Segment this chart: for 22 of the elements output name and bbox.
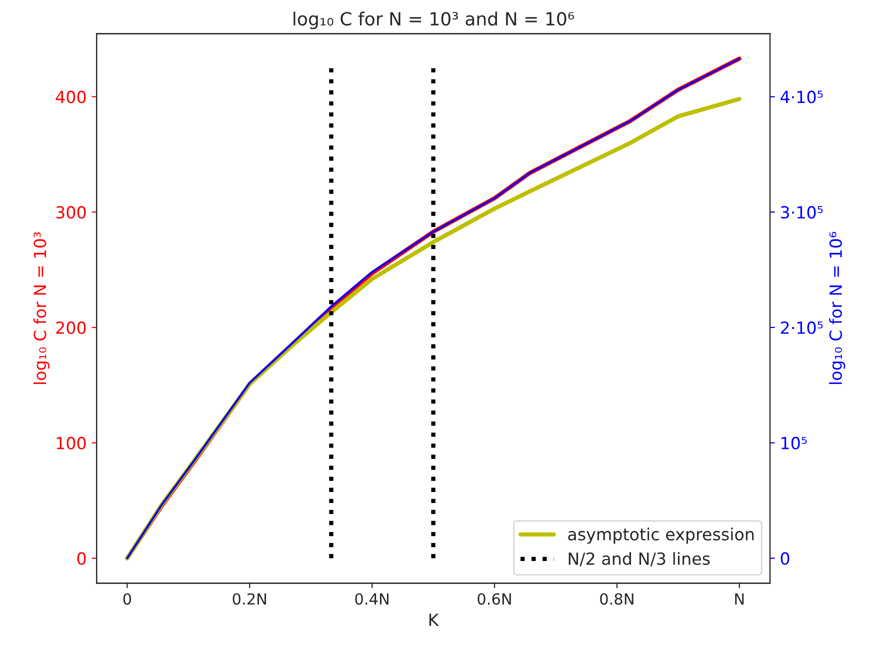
x-tick-label: 0 [123,593,132,605]
y-tick-label: 400 [56,90,86,104]
y2-tick-label: 10⁵ [782,436,807,450]
y-tick-label: 0 [77,552,86,565]
y-axis-title: log₁₀ C for N = 10³ [33,232,50,384]
x-tick-label: 0.6N [478,593,511,605]
x-tick-label: 0.4N [355,593,388,605]
legend-label: asymptotic expression [568,528,754,544]
y2-tick-label: 2·10⁵ [780,321,823,334]
y2-axis-title: log₁₀ C for N = 10⁶ [829,232,846,384]
x-axis-title: K [429,614,440,626]
y-tick-label: 100 [56,436,86,450]
y2-tick-label: 4·10⁵ [780,90,823,104]
x-tick-label: 0.2N [232,593,266,605]
x-tick-label: N [735,593,744,605]
y2-tick-label: 0 [780,552,790,565]
legend-label: N/2 and N/3 lines [568,552,710,566]
x-tick-label: 0.8N [600,593,634,605]
y2-tick-label: 3·10⁵ [781,206,823,219]
chart-title: log₁₀ C for N = 10³ and N = 10⁶ [294,12,574,30]
y-tick-label: 200 [56,321,86,334]
y-tick-label: 300 [56,206,86,219]
